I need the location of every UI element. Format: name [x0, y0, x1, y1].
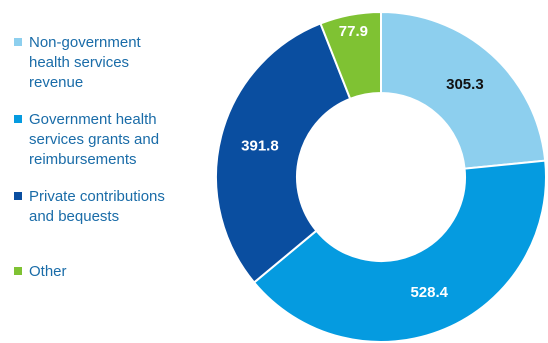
legend-label: Government health services grants and re…	[29, 111, 160, 168]
value-label-other: 77.9	[339, 23, 368, 40]
slice-private-contributions	[215, 22, 352, 284]
slice-government-grants	[252, 159, 547, 343]
legend-swatch	[14, 192, 22, 200]
slice-non-government-revenue	[380, 10, 547, 170]
legend-label: Non-government health services revenue	[29, 34, 141, 91]
legend-swatch	[14, 267, 22, 275]
legend-label: Private contributions and bequests	[29, 188, 165, 225]
slice-other	[319, 10, 382, 101]
legend-swatch	[14, 38, 22, 46]
value-label-private-contributions: 391.8	[241, 137, 279, 154]
donut-slices	[215, 10, 547, 343]
legend: Non-government health services revenue G…	[14, 0, 214, 343]
legend-label: Other	[29, 263, 67, 280]
legend-swatch	[14, 115, 22, 123]
donut-value-labels: 305.3 528.4 391.8 77.9	[241, 23, 484, 301]
value-label-government-grants: 528.4	[410, 284, 448, 301]
value-label-non-government-revenue: 305.3	[446, 76, 484, 93]
